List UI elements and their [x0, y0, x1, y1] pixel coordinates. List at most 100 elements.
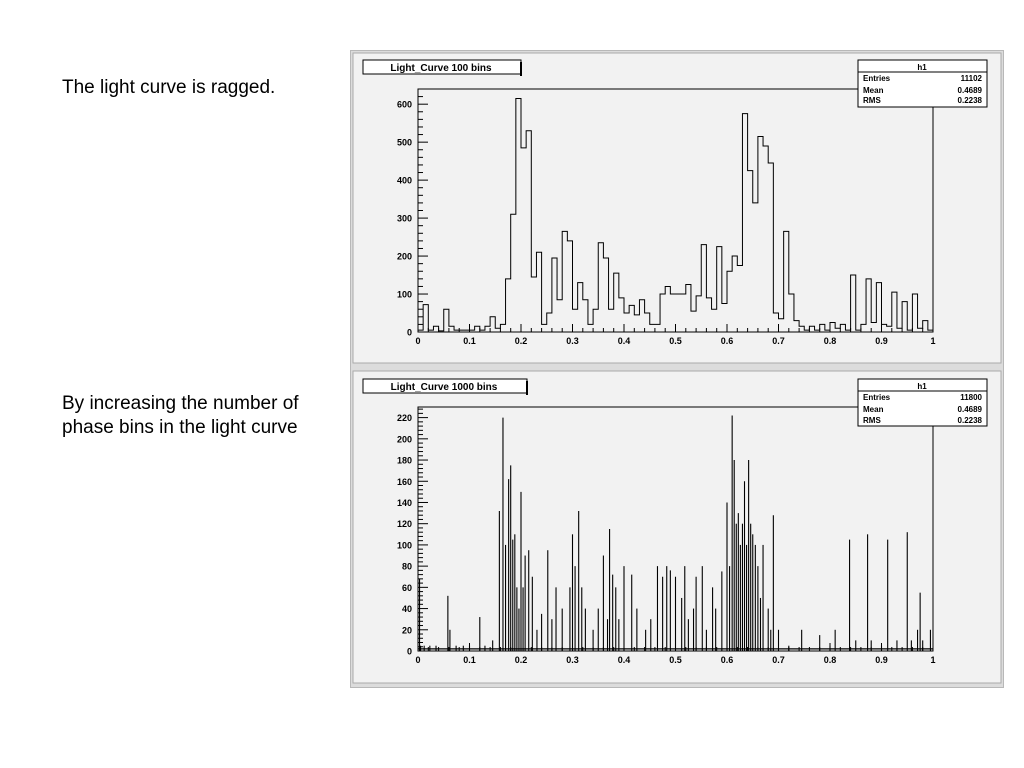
histogram-bin-100 — [655, 324, 660, 332]
histogram-bin-100 — [624, 313, 629, 332]
y-tick-label-1000: 220 — [397, 413, 412, 423]
histogram-bin-100 — [531, 277, 536, 332]
y-tick-label-1000: 140 — [397, 498, 412, 508]
histogram-outline-100 — [417, 97, 934, 332]
y-tick-label-1000: 0 — [407, 647, 412, 657]
chart-1000-bins: Light_Curve 1000 bins h1 Entries 11800 M… — [362, 378, 988, 665]
histogram-bin-100 — [912, 294, 917, 332]
histogram-bin-100 — [727, 271, 732, 332]
histogram-bin-100 — [804, 330, 809, 332]
y-tick-label-100: 300 — [397, 214, 412, 224]
x-tick-label-100: 0.3 — [566, 336, 579, 346]
x-tick-label-100: 0.4 — [618, 336, 631, 346]
histogram-bin-100 — [861, 324, 866, 332]
x-tick-label-1000: 0.6 — [721, 655, 734, 665]
histogram-bin-100 — [423, 305, 428, 332]
y-tick-label-1000: 180 — [397, 456, 412, 466]
histogram-bin-100 — [753, 203, 758, 332]
histogram-bin-100 — [547, 313, 552, 332]
histogram-bin-100 — [428, 330, 433, 332]
histogram-bin-100 — [923, 321, 928, 332]
histogram-bin-100 — [567, 241, 572, 332]
x-tick-label-1000: 1 — [930, 655, 935, 665]
histogram-bin-100 — [737, 266, 742, 332]
chart-title-1000: Light_Curve 1000 bins — [391, 382, 498, 393]
stats-rms-value-100: 0.2238 — [958, 96, 983, 105]
histogram-bin-100 — [907, 330, 912, 332]
histogram-bin-100 — [506, 279, 511, 332]
histogram-bin-100 — [696, 296, 701, 332]
histogram-bin-100 — [511, 214, 516, 332]
y-tick-label-100: 0 — [407, 328, 412, 338]
histogram-bin-100 — [742, 114, 747, 332]
x-tick-label-1000: 0.3 — [566, 655, 579, 665]
stats-mean-value-1000: 0.4689 — [958, 405, 983, 414]
histogram-bin-100 — [552, 258, 557, 332]
histogram-bin-100 — [768, 163, 773, 332]
x-tick-label-100: 1 — [930, 336, 935, 346]
x-tick-label-100: 0.1 — [463, 336, 476, 346]
histogram-bin-100 — [887, 326, 892, 332]
x-tick-label-1000: 0.9 — [875, 655, 888, 665]
chart-100-bins: Light_Curve 100 bins h1 Entries 11102 Me… — [362, 59, 988, 346]
histogram-bin-100 — [439, 331, 444, 332]
histogram-bin-100 — [645, 313, 650, 332]
histogram-bin-100 — [485, 326, 490, 332]
x-tick-label-100: 0.2 — [515, 336, 528, 346]
histogram-bin-100 — [470, 330, 475, 332]
histogram-bin-100 — [840, 324, 845, 332]
histogram-bin-100 — [835, 328, 840, 332]
histogram-bin-100 — [500, 324, 505, 332]
y-tick-label-1000: 160 — [397, 477, 412, 487]
stats-entries-value-100: 11102 — [961, 74, 983, 83]
histogram-bin-100 — [871, 323, 876, 332]
histogram-bin-100 — [732, 256, 737, 332]
histogram-bin-100 — [516, 98, 521, 332]
histogram-bin-100 — [799, 326, 804, 332]
x-tick-label-100: 0.6 — [721, 336, 734, 346]
x-tick-label-1000: 0 — [415, 655, 420, 665]
stats-entries-label-100: Entries — [863, 74, 891, 83]
histogram-bin-100 — [588, 324, 593, 332]
histogram-bin-100 — [614, 273, 619, 332]
y-tick-label-1000: 20 — [402, 625, 412, 635]
stats-name-100: h1 — [917, 63, 927, 72]
histogram-bin-100 — [876, 283, 881, 332]
x-tick-label-1000: 0.2 — [515, 655, 528, 665]
y-tick-label-100: 500 — [397, 138, 412, 148]
stats-name-1000: h1 — [917, 382, 927, 391]
histogram-bin-100 — [444, 309, 449, 332]
stats-entries-label-1000: Entries — [863, 393, 891, 402]
histogram-bin-100 — [691, 311, 696, 332]
stats-entries-value-1000: 11800 — [960, 393, 982, 402]
histogram-bin-100 — [897, 328, 902, 332]
histogram-bin-100 — [490, 317, 495, 332]
histogram-bin-100 — [686, 285, 691, 332]
histogram-bin-100 — [660, 294, 665, 332]
histogram-bin-100 — [619, 298, 624, 332]
histogram-bin-100 — [557, 300, 562, 332]
stats-rms-label-100: RMS — [863, 96, 881, 105]
histogram-bin-100 — [526, 131, 531, 332]
histogram-bin-100 — [815, 330, 820, 332]
x-tick-label-100: 0.7 — [772, 336, 785, 346]
y-tick-label-1000: 120 — [397, 519, 412, 529]
histogram-canvas: Light_Curve 100 bins h1 Entries 11102 Me… — [352, 52, 1002, 684]
histogram-bin-100 — [418, 330, 423, 332]
histogram-bin-100 — [598, 243, 603, 332]
histogram-bin-100 — [521, 148, 526, 332]
y-tick-label-100: 600 — [397, 100, 412, 110]
histogram-bin-100 — [866, 279, 871, 332]
y-tick-label-100: 400 — [397, 176, 412, 186]
histogram-bin-100 — [603, 258, 608, 332]
histogram-bin-100 — [845, 330, 850, 332]
histogram-bin-100 — [928, 330, 933, 332]
histogram-bin-100 — [475, 326, 480, 332]
histogram-bin-100 — [639, 300, 644, 332]
histogram-bin-100 — [542, 324, 547, 332]
x-tick-label-100: 0.5 — [669, 336, 682, 346]
stats-box-frame-1000 — [857, 378, 988, 427]
x-tick-label-100: 0 — [415, 336, 420, 346]
histogram-bin-100 — [722, 304, 727, 332]
histogram-bin-100 — [830, 323, 835, 332]
